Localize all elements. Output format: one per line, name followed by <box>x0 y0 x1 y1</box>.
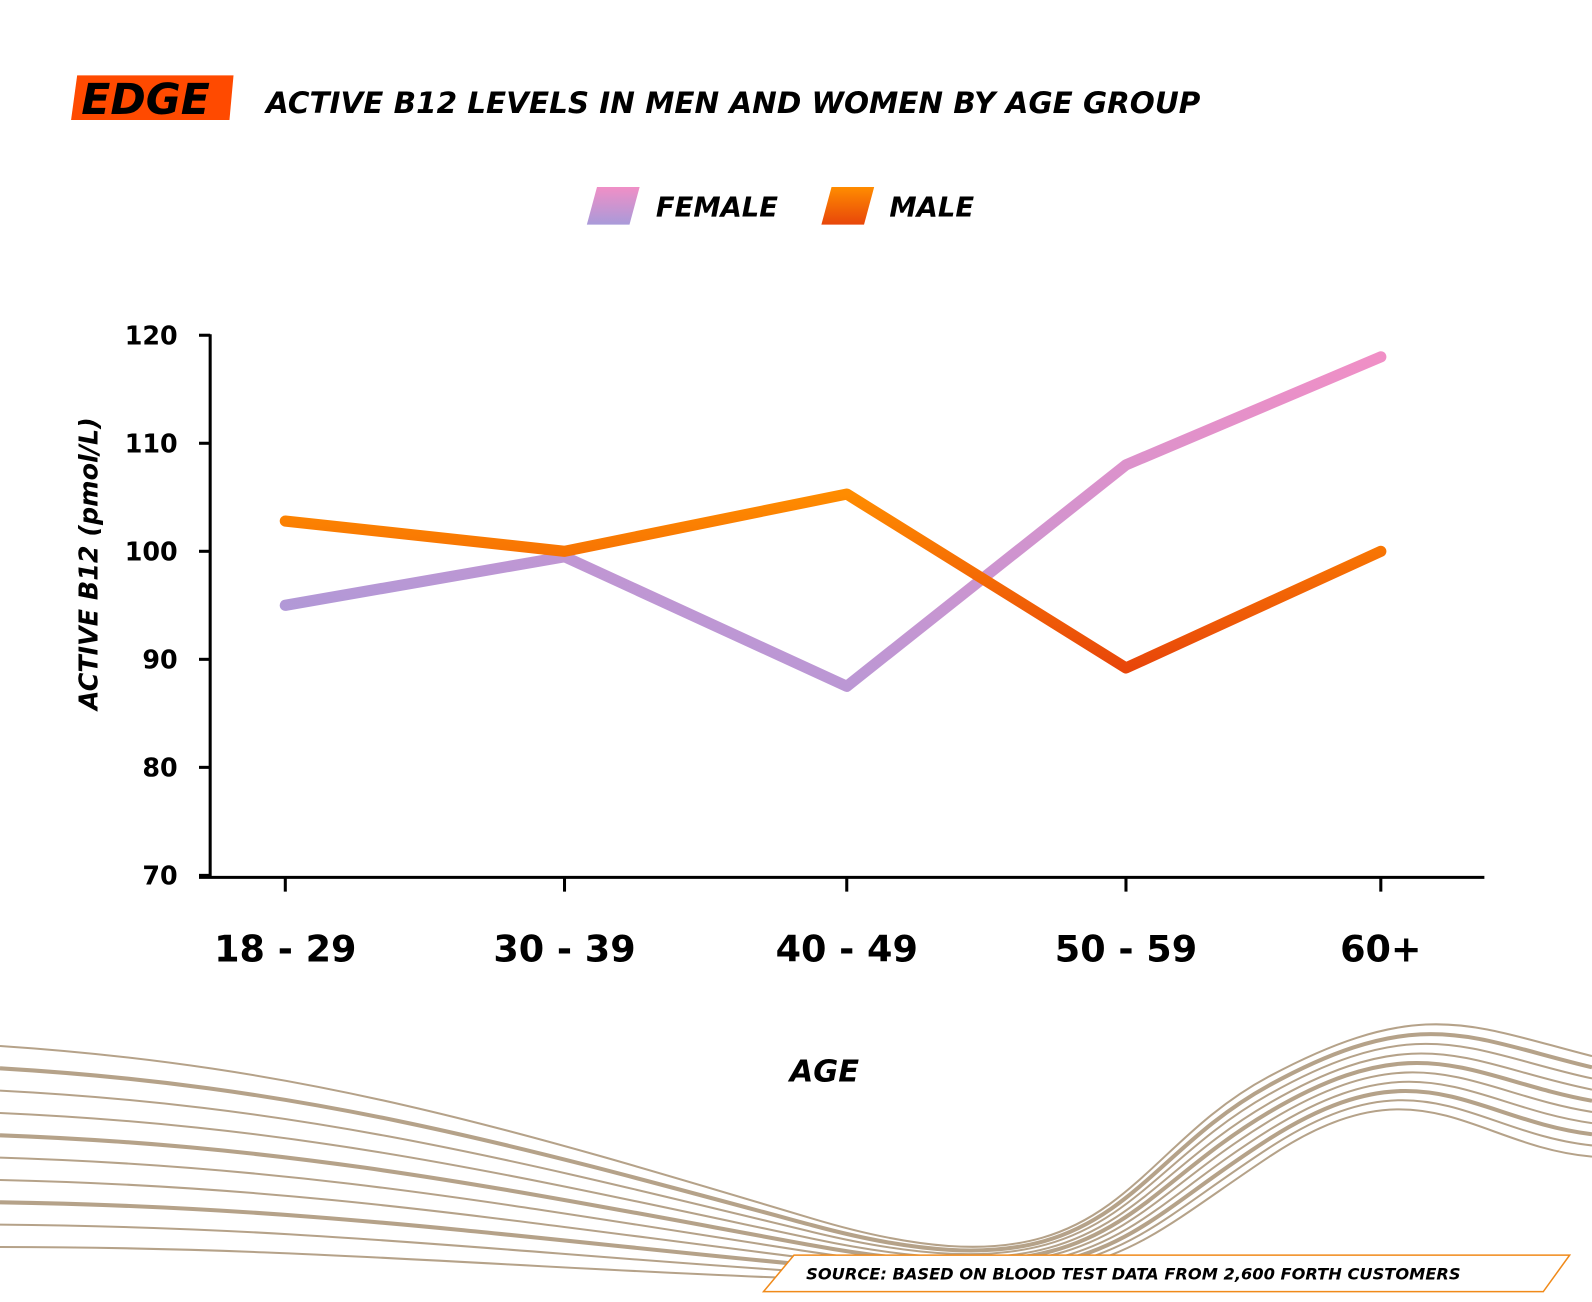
x-tick-label: 30 - 39 <box>493 928 635 971</box>
legend-swatch-male <box>821 187 875 225</box>
wave-line <box>0 1023 1592 1248</box>
wave-line <box>0 1089 1592 1275</box>
source-banner: SOURCE: BASED ON BLOOD TEST DATA FROM 2,… <box>761 1254 1572 1293</box>
y-tick-label: 80 <box>142 752 177 782</box>
svg-text:SOURCE: BASED ON BLOOD TEST DA: SOURCE: BASED ON BLOOD TEST DATA FROM 2,… <box>806 1264 1460 1283</box>
x-axis-ticks: 18 - 29 30 - 39 40 - 49 50 - 59 60+ <box>214 877 1422 971</box>
x-axis-label: AGE <box>788 1054 860 1089</box>
wave-line <box>0 1042 1592 1256</box>
svg-text:FEMALE: FEMALE <box>656 192 778 223</box>
x-tick-label: 40 - 49 <box>776 928 918 971</box>
x-tick-label: 60+ <box>1340 928 1421 971</box>
x-tick-label: 50 - 59 <box>1055 928 1197 971</box>
y-tick-label: 110 <box>125 428 178 458</box>
chart-title: ACTIVE B12 LEVELS IN MEN AND WOMEN BY AG… <box>264 86 1201 120</box>
axes <box>199 334 1485 879</box>
y-axis-label: ACTIVE B12 (pmol/L) <box>73 417 103 712</box>
wave-line <box>0 1071 1592 1267</box>
y-tick-label: 90 <box>142 644 177 674</box>
x-tick-label: 18 - 29 <box>214 928 356 971</box>
legend-item-female: FEMALE <box>586 187 778 225</box>
legend-item-male: MALE <box>821 187 974 225</box>
y-tick-label: 120 <box>125 320 178 350</box>
svg-text:MALE: MALE <box>889 192 974 223</box>
wave-line <box>0 1052 1592 1259</box>
series-line-female <box>279 351 1387 692</box>
brand-logo: EDGE <box>71 75 234 125</box>
legend-swatch-female <box>586 187 640 225</box>
wave-line <box>0 1032 1592 1253</box>
y-tick-label: 100 <box>125 536 178 566</box>
svg-text:EDGE: EDGE <box>81 75 210 125</box>
series-line-male <box>279 488 1387 674</box>
legend: FEMALE MALE <box>586 187 974 225</box>
y-axis-ticks: 120 110 100 90 80 70 <box>125 320 211 891</box>
series-lines <box>279 351 1387 692</box>
y-tick-label: 70 <box>142 861 177 891</box>
